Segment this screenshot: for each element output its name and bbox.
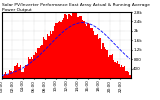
Bar [36,53,37,78]
Bar [76,17,78,78]
Bar [117,61,118,78]
Bar [78,17,79,78]
Bar [35,52,36,78]
Bar [31,57,32,78]
Bar [13,70,14,78]
Bar [41,44,43,78]
Bar [58,22,59,78]
Bar [113,60,114,78]
Bar [94,35,95,78]
Bar [89,24,90,78]
Bar [68,14,70,78]
Bar [64,14,66,78]
Bar [104,47,105,78]
Bar [17,63,18,78]
Bar [24,68,25,78]
Bar [14,66,16,78]
Bar [74,12,75,78]
Bar [48,36,50,78]
Bar [9,70,10,78]
Bar [126,71,128,78]
Bar [124,66,125,78]
Bar [98,40,100,78]
Bar [44,39,45,78]
Bar [66,15,67,78]
Bar [79,16,81,78]
Bar [16,65,17,78]
Bar [102,43,104,78]
Bar [121,65,122,78]
Bar [32,59,33,78]
Bar [20,65,21,78]
Bar [85,24,86,78]
Bar [40,46,41,78]
Bar [63,18,64,78]
Bar [108,57,109,78]
Bar [21,72,23,78]
Bar [71,16,72,78]
Text: Solar PV/Inverter Performance East Array Actual & Running Average Power Output: Solar PV/Inverter Performance East Array… [2,3,150,12]
Bar [52,31,54,78]
Bar [50,31,51,78]
Bar [91,28,93,78]
Bar [72,13,74,78]
Bar [70,15,71,78]
Bar [90,28,91,78]
Bar [5,72,6,78]
Bar [18,67,20,78]
Bar [93,31,94,78]
Bar [118,64,120,78]
Bar [125,71,126,78]
Bar [122,67,124,78]
Bar [54,26,55,78]
Bar [27,65,28,78]
Bar [39,48,40,78]
Bar [95,35,97,78]
Bar [116,63,117,78]
Bar [60,22,62,78]
Bar [23,72,24,78]
Bar [2,76,4,78]
Bar [45,40,47,78]
Bar [100,38,101,78]
Bar [12,73,13,78]
Bar [110,55,112,78]
Bar [47,34,48,78]
Bar [56,23,58,78]
Bar [87,23,89,78]
Bar [101,49,102,78]
Bar [120,66,121,78]
Bar [114,62,116,78]
Bar [128,72,129,78]
Bar [25,65,27,78]
Bar [33,55,35,78]
Bar [83,21,85,78]
Bar [51,34,52,78]
Bar [4,74,5,78]
Bar [75,13,76,78]
Bar [97,34,98,78]
Bar [28,57,29,78]
Bar [1,75,2,78]
Bar [86,26,87,78]
Bar [105,50,106,78]
Bar [10,71,12,78]
Bar [81,16,82,78]
Bar [106,50,108,78]
Bar [112,54,113,78]
Bar [109,55,110,78]
Bar [8,74,9,78]
Bar [82,20,83,78]
Bar [59,21,60,78]
Bar [37,48,39,78]
Bar [55,23,56,78]
Bar [6,75,8,78]
Bar [62,20,63,78]
Bar [29,59,31,78]
Bar [43,37,44,78]
Bar [129,75,131,78]
Bar [67,19,68,78]
